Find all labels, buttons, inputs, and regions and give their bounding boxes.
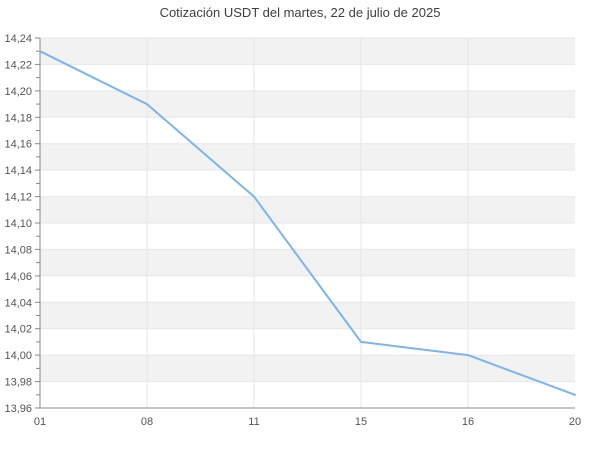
y-tick-label: 14,20 bbox=[4, 86, 32, 98]
x-tick-label: 16 bbox=[462, 416, 474, 428]
plot-band bbox=[40, 90, 575, 118]
y-tick-label: 14,10 bbox=[4, 218, 32, 230]
y-tick-label: 14,22 bbox=[4, 59, 32, 71]
y-tick-label: 14,06 bbox=[4, 271, 32, 283]
plot-band bbox=[40, 249, 575, 276]
y-tick-label: 14,18 bbox=[4, 112, 32, 124]
x-tick-label: 01 bbox=[34, 416, 46, 428]
chart-title: Cotización USDT del martes, 22 de julio … bbox=[159, 5, 441, 20]
y-tick-label: 13,98 bbox=[4, 377, 32, 389]
y-tick-label: 14,12 bbox=[4, 192, 32, 204]
plot-band bbox=[40, 143, 575, 171]
y-tick-label: 14,14 bbox=[4, 165, 32, 177]
x-tick-label: 20 bbox=[569, 416, 581, 428]
x-tick-label: 11 bbox=[248, 416, 259, 428]
y-tick-label: 14,16 bbox=[4, 139, 32, 151]
y-tick-label: 14,00 bbox=[4, 350, 32, 362]
series-line-usdt bbox=[39, 50, 576, 396]
plot-band bbox=[40, 355, 575, 382]
y-tick-label: 14,04 bbox=[4, 297, 32, 309]
plot-band bbox=[40, 302, 575, 329]
y-tick-label: 14,02 bbox=[4, 324, 32, 336]
plot-band bbox=[40, 196, 575, 223]
x-tick-label: 15 bbox=[355, 416, 367, 428]
y-tick-label: 14,08 bbox=[4, 244, 32, 256]
plot-band bbox=[40, 38, 575, 65]
y-tick-label: 14,24 bbox=[4, 33, 32, 45]
x-tick-label: 08 bbox=[141, 416, 153, 428]
y-tick-label: 13,96 bbox=[4, 403, 32, 415]
